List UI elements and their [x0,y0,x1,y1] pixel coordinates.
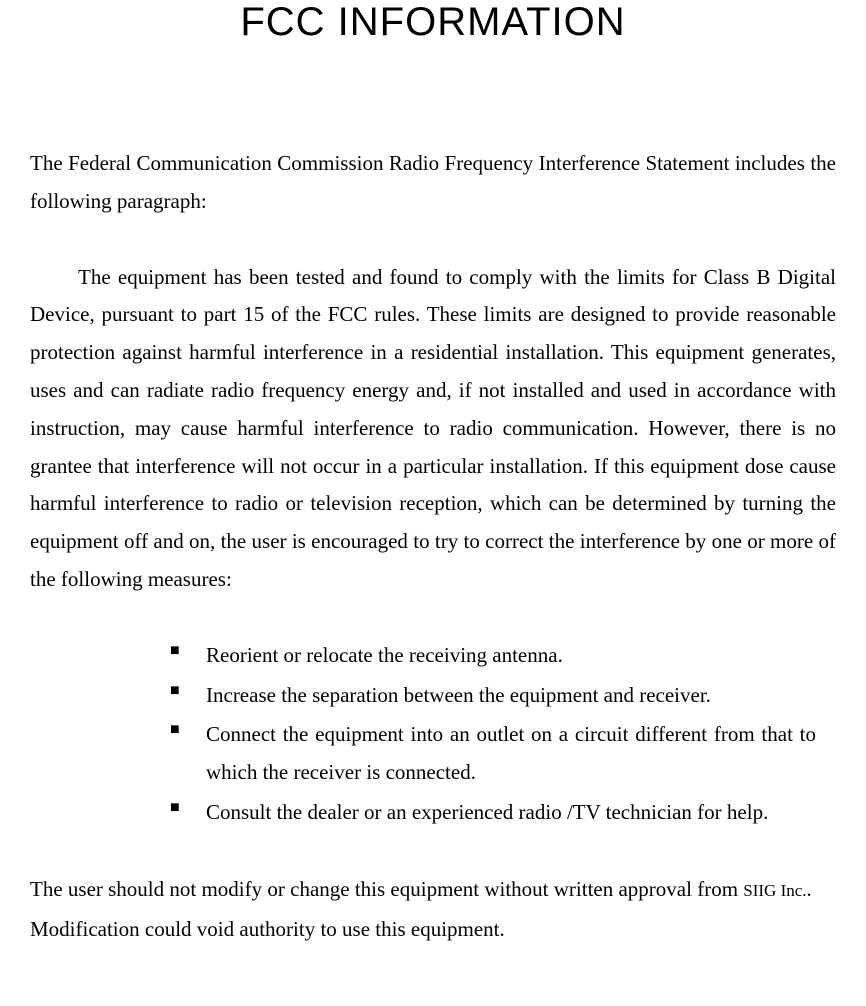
closing-before: The user should not modify or change thi… [30,877,743,901]
body-text: The equipment has been tested and found … [30,265,836,591]
body-paragraph: The equipment has been tested and found … [30,259,836,599]
list-item: Increase the separation between the equi… [170,677,816,715]
page-title: FCC INFORMATION [30,0,836,45]
list-item: Connect the equipment into an outlet on … [170,716,816,792]
company-name: SIIG Inc. [743,881,806,900]
closing-paragraph: The user should not modify or change thi… [30,870,836,950]
intro-paragraph: The Federal Communication Commission Rad… [30,145,836,221]
list-item: Reorient or relocate the receiving anten… [170,637,816,675]
list-item: Consult the dealer or an experienced rad… [170,794,816,832]
measures-list: Reorient or relocate the receiving anten… [170,637,816,832]
